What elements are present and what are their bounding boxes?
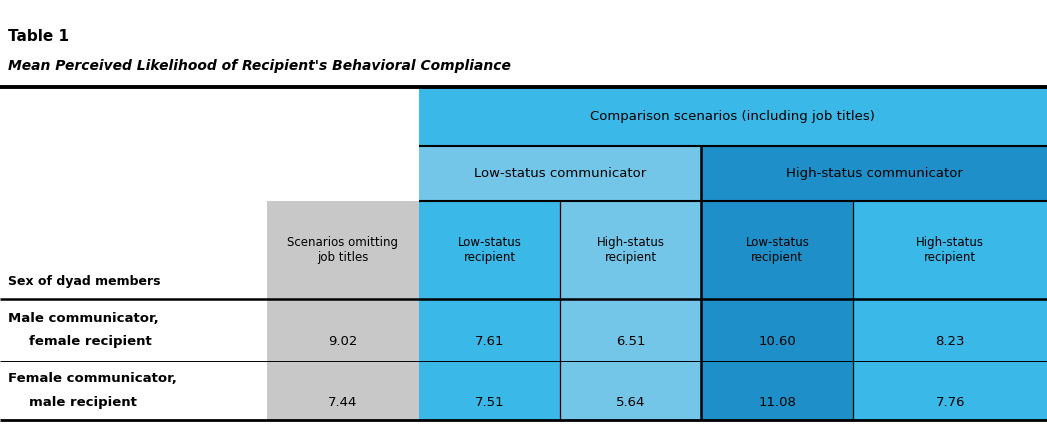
Text: Low-status
recipient: Low-status recipient — [458, 236, 521, 264]
Bar — [560, 299, 701, 361]
Text: 5.64: 5.64 — [616, 396, 646, 409]
Bar — [419, 361, 560, 420]
Text: 10.60: 10.60 — [758, 335, 797, 348]
Bar — [853, 201, 1047, 299]
Text: Low-status
recipient: Low-status recipient — [745, 236, 809, 264]
Text: male recipient: male recipient — [29, 396, 137, 409]
Bar — [701, 201, 853, 299]
Text: Male communicator,: Male communicator, — [8, 312, 159, 325]
Text: Low-status communicator: Low-status communicator — [474, 167, 646, 180]
Bar — [701, 299, 853, 361]
Text: Female communicator,: Female communicator, — [8, 372, 177, 385]
Bar — [419, 87, 1047, 146]
Bar — [267, 299, 419, 361]
Text: 7.51: 7.51 — [474, 396, 505, 409]
Bar — [853, 299, 1047, 361]
Text: 9.02: 9.02 — [328, 335, 358, 348]
Text: Comparison scenarios (including job titles): Comparison scenarios (including job titl… — [591, 110, 875, 123]
Bar — [267, 361, 419, 420]
Text: 7.44: 7.44 — [328, 396, 358, 409]
Text: 8.23: 8.23 — [935, 335, 965, 348]
Text: High-status
recipient: High-status recipient — [916, 236, 984, 264]
Bar — [560, 201, 701, 299]
Text: High-status
recipient: High-status recipient — [597, 236, 665, 264]
Text: 7.61: 7.61 — [474, 335, 505, 348]
Bar — [267, 201, 419, 299]
Bar — [701, 146, 1047, 201]
Bar — [419, 299, 560, 361]
Bar — [701, 361, 853, 420]
Bar — [419, 146, 701, 201]
Text: High-status communicator: High-status communicator — [786, 167, 962, 180]
Text: Mean Perceived Likelihood of Recipient's Behavioral Compliance: Mean Perceived Likelihood of Recipient's… — [8, 59, 511, 73]
Bar — [853, 361, 1047, 420]
Text: 11.08: 11.08 — [758, 396, 797, 409]
Text: 6.51: 6.51 — [616, 335, 646, 348]
Bar — [419, 201, 560, 299]
Text: Table 1: Table 1 — [8, 28, 69, 44]
Text: Sex of dyad members: Sex of dyad members — [8, 275, 161, 288]
Bar — [560, 361, 701, 420]
Text: 7.76: 7.76 — [935, 396, 965, 409]
Text: Scenarios omitting
job titles: Scenarios omitting job titles — [287, 236, 399, 264]
Text: female recipient: female recipient — [29, 335, 152, 348]
